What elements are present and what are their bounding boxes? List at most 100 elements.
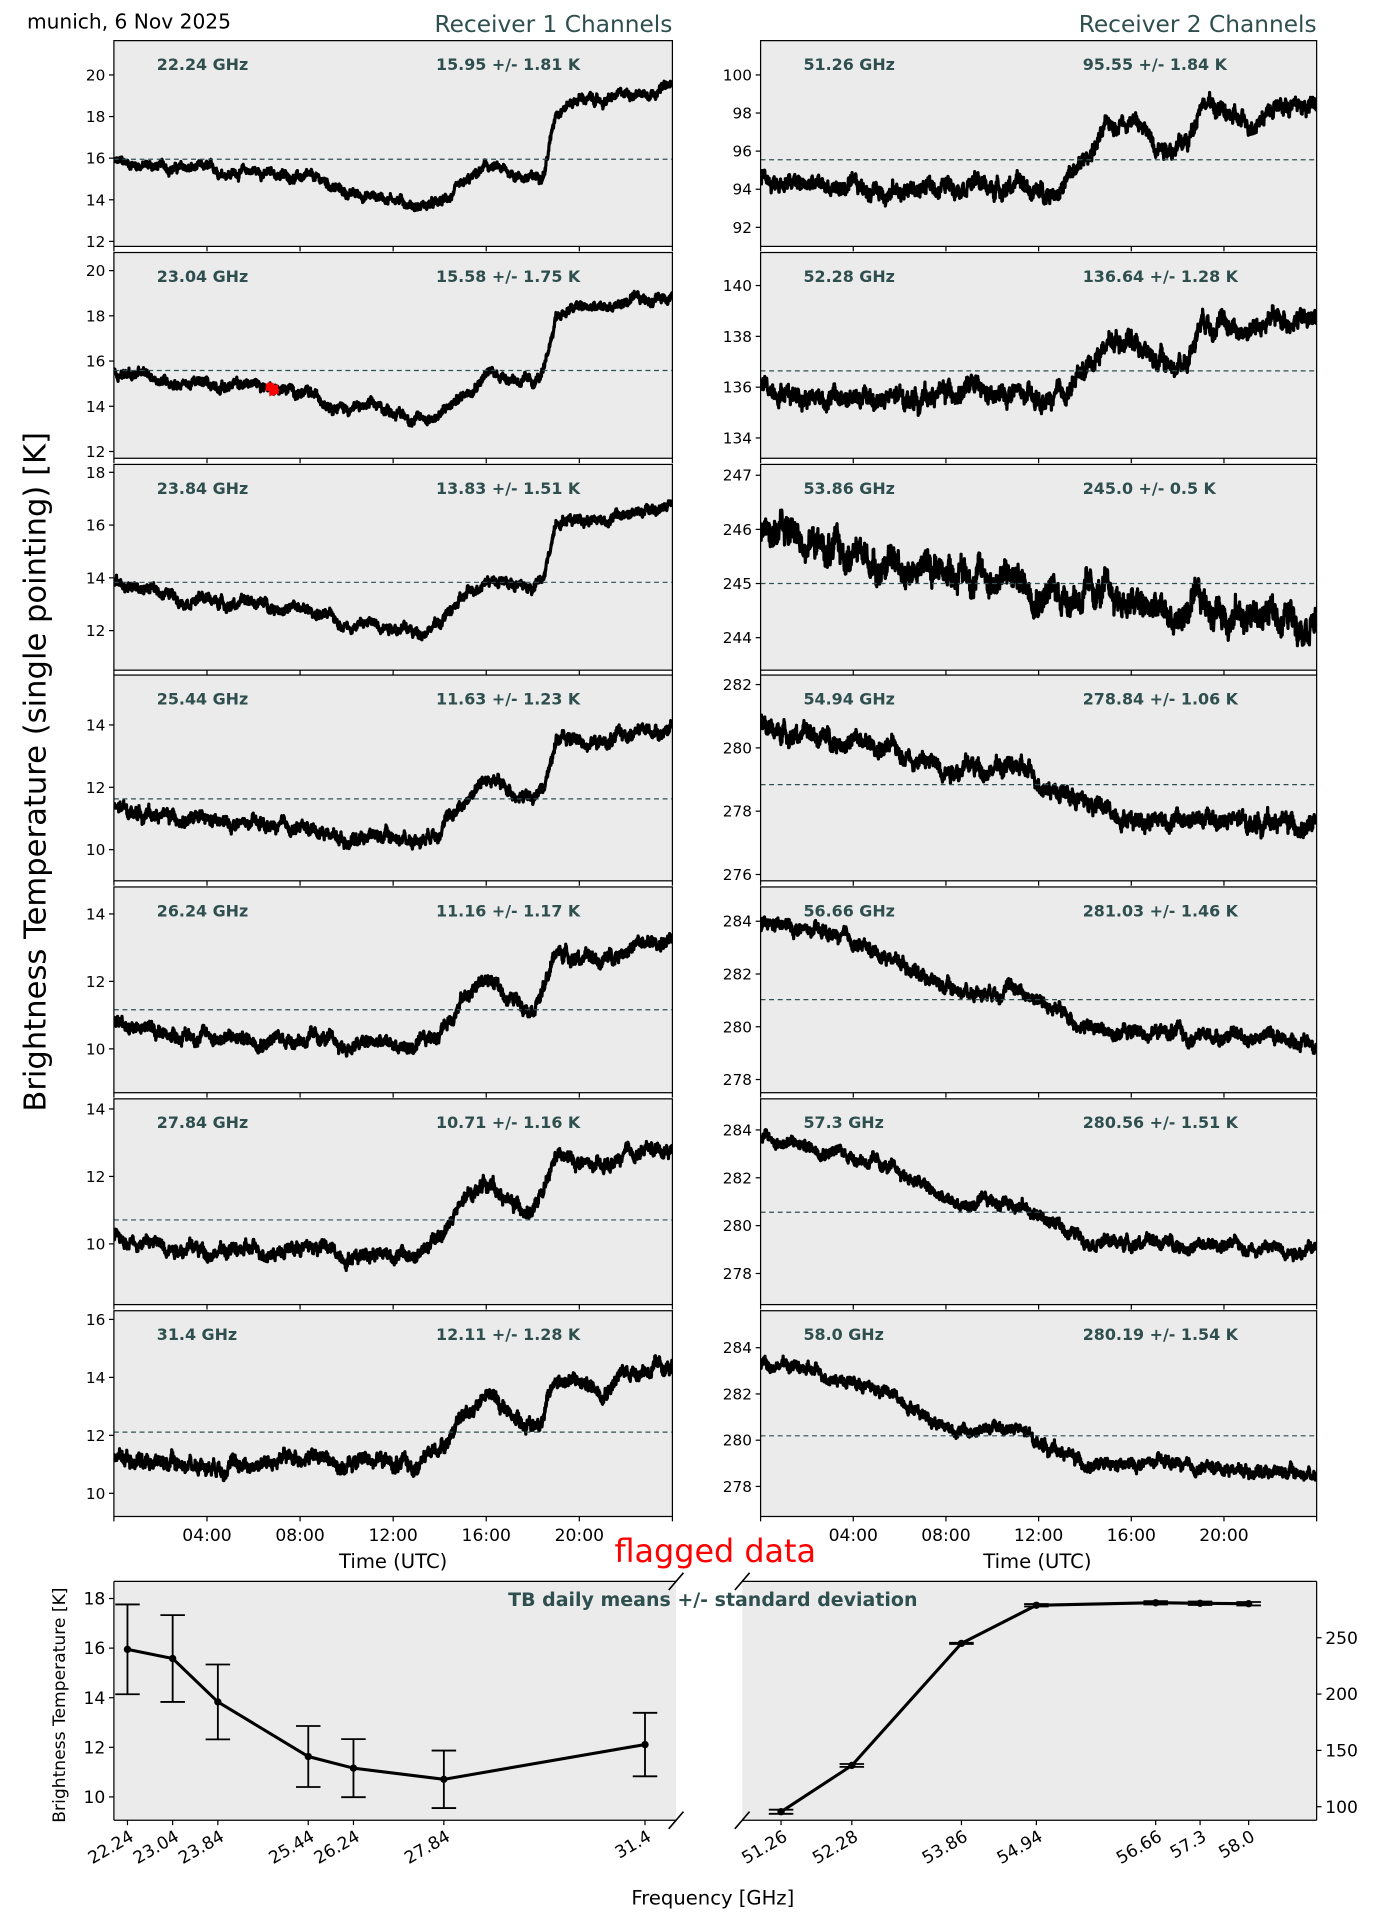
panel-background xyxy=(113,675,673,881)
y-tick-label: 280 xyxy=(723,1432,752,1450)
series-line xyxy=(113,1354,673,1483)
channel-stats-label: 15.58 +/- 1.75 K xyxy=(436,267,581,286)
mean-point xyxy=(1244,1600,1253,1608)
mean-point xyxy=(641,1740,649,1749)
channel-stats-label: 95.55 +/- 1.84 K xyxy=(1083,55,1228,74)
y-tick-label: 14 xyxy=(86,569,105,587)
panel-23.84-ghz: 12 14 16 18 23.84 GHz 13.83 +/- 1.51 K xyxy=(86,463,674,676)
y-tick-label: 245 xyxy=(723,575,752,593)
mean-point xyxy=(1152,1599,1160,1607)
y-tick-label: 16 xyxy=(84,1639,106,1659)
location-date: munich, 6 Nov 2025 xyxy=(27,9,231,33)
x-tick-label: 16:00 xyxy=(1107,1526,1156,1546)
panel-background xyxy=(113,252,673,459)
y-tick-label: 12 xyxy=(86,622,105,640)
panel-23.04-ghz: 12 14 16 18 20 23.04 GHz 15.58 +/- 1.75 K xyxy=(86,251,674,464)
channel-stats-label: 11.63 +/- 1.23 K xyxy=(436,689,581,708)
x-tick-label: 51.26 xyxy=(738,1827,790,1869)
panel-26.24-ghz: 10 12 14 26.24 GHz 11.16 +/- 1.17 K xyxy=(86,886,674,1098)
y-tick-label: 94 xyxy=(733,181,752,199)
y-tick-label: 20 xyxy=(86,66,105,84)
y-tick-label: 10 xyxy=(86,1485,105,1503)
panel-background xyxy=(760,886,1317,1093)
x-tick-label: 52.28 xyxy=(809,1827,861,1869)
mean-point xyxy=(304,1752,312,1761)
x-tick-label: 12:00 xyxy=(1014,1526,1063,1546)
y-tick-label: 284 xyxy=(723,913,752,931)
panel-frame xyxy=(113,886,674,1094)
panel-background xyxy=(760,1310,1317,1517)
y-tick-label: 282 xyxy=(723,1385,752,1403)
x-tick-label: 25.44 xyxy=(266,1827,318,1869)
axis-break-mark xyxy=(734,1572,751,1591)
panel-background xyxy=(760,464,1317,671)
y-tick-label: 14 xyxy=(86,1369,105,1387)
series-line xyxy=(113,289,673,428)
channel-stats-label: 12.11 +/- 1.28 K xyxy=(436,1325,581,1344)
channel-stats-label: 245.0 +/- 0.5 K xyxy=(1083,479,1217,498)
panel-22.24-ghz: 12 14 16 18 20 22.24 GHz 15.95 +/- 1.81 K xyxy=(86,40,674,252)
y-tick-label: 278 xyxy=(723,1478,752,1496)
x-tick-label: 31.4 xyxy=(612,1827,655,1863)
x-tick-label: 08:00 xyxy=(921,1526,970,1546)
channel-frequency-label: 27.84 GHz xyxy=(157,1113,248,1132)
series-line xyxy=(113,79,673,213)
y-tick-label: 246 xyxy=(723,521,752,539)
summary-title: TB daily means +/- standard deviation xyxy=(508,1589,917,1611)
y-tick-label: 278 xyxy=(723,1071,752,1089)
time-xlabel-right: Time (UTC) xyxy=(982,1550,1091,1573)
x-tick-label: 27.84 xyxy=(401,1827,453,1869)
mean-point xyxy=(1032,1601,1041,1609)
series-line xyxy=(760,1127,1317,1263)
y-tick-label: 280 xyxy=(723,1217,752,1235)
y-tick-label: 10 xyxy=(84,1788,106,1808)
series-line xyxy=(760,508,1317,648)
receiver1-title: Receiver 1 Channels xyxy=(435,11,673,38)
channel-frequency-label: 31.4 GHz xyxy=(157,1325,237,1344)
channel-stats-label: 278.84 +/- 1.06 K xyxy=(1083,689,1239,708)
y-tick-label: 282 xyxy=(723,676,752,694)
channel-stats-label: 11.16 +/- 1.17 K xyxy=(436,901,581,920)
channel-frequency-label: 23.04 GHz xyxy=(157,267,248,286)
y-tick-label: 200 xyxy=(1325,1685,1358,1705)
main-ylabel: Brightness Temperature (single pointing)… xyxy=(18,432,53,1112)
series-line xyxy=(113,931,673,1058)
y-tick-label: 14 xyxy=(84,1689,106,1709)
channel-frequency-label: 58.0 GHz xyxy=(803,1325,883,1344)
panel-58.0-ghz: 278 280 282 284 04:00 08:00 12:00 16:00 20:00 58.… xyxy=(723,1310,1318,1546)
channel-stats-label: 280.19 +/- 1.54 K xyxy=(1083,1325,1239,1344)
y-tick-label: 18 xyxy=(84,1590,106,1610)
panel-background xyxy=(760,40,1317,247)
summary-background xyxy=(113,1581,677,1821)
y-tick-label: 134 xyxy=(723,429,752,447)
panel-31.4-ghz: 10 12 14 16 04:00 08:00 12:00 16:00 20:00 31.4 GH… xyxy=(86,1310,674,1546)
y-tick-label: 12 xyxy=(86,443,105,461)
y-tick-label: 10 xyxy=(86,1040,105,1058)
channel-stats-label: 280.56 +/- 1.51 K xyxy=(1083,1113,1239,1132)
panel-background xyxy=(113,40,673,247)
x-tick-label: 04:00 xyxy=(182,1526,231,1546)
channel-frequency-label: 54.94 GHz xyxy=(803,689,894,708)
panel-51.26-ghz: 92 94 96 98 100 51.26 GHz 95.55 +/- 1.84 K xyxy=(723,40,1318,252)
summary-xlabel: Frequency [GHz] xyxy=(631,1887,794,1910)
x-tick-label: 58.0 xyxy=(1215,1827,1258,1863)
summary-right-axes: 51.26 52.28 53.86 54.94 56.66 57.3 58.0 100 150 2… xyxy=(734,1572,1358,1869)
panel-background xyxy=(760,1098,1317,1305)
series-line xyxy=(113,1139,673,1273)
y-tick-label: 18 xyxy=(86,307,105,325)
y-tick-label: 16 xyxy=(86,1311,105,1329)
y-tick-label: 278 xyxy=(723,1265,752,1283)
y-tick-label: 10 xyxy=(86,841,105,859)
channel-frequency-label: 22.24 GHz xyxy=(157,55,248,74)
mean-point xyxy=(168,1654,177,1663)
axis-break-mark xyxy=(734,1811,751,1830)
y-tick-label: 14 xyxy=(86,1100,105,1118)
channel-stats-label: 10.71 +/- 1.16 K xyxy=(436,1113,581,1132)
y-tick-label: 282 xyxy=(723,966,752,984)
y-tick-label: 18 xyxy=(86,108,105,126)
series-line xyxy=(760,90,1317,208)
